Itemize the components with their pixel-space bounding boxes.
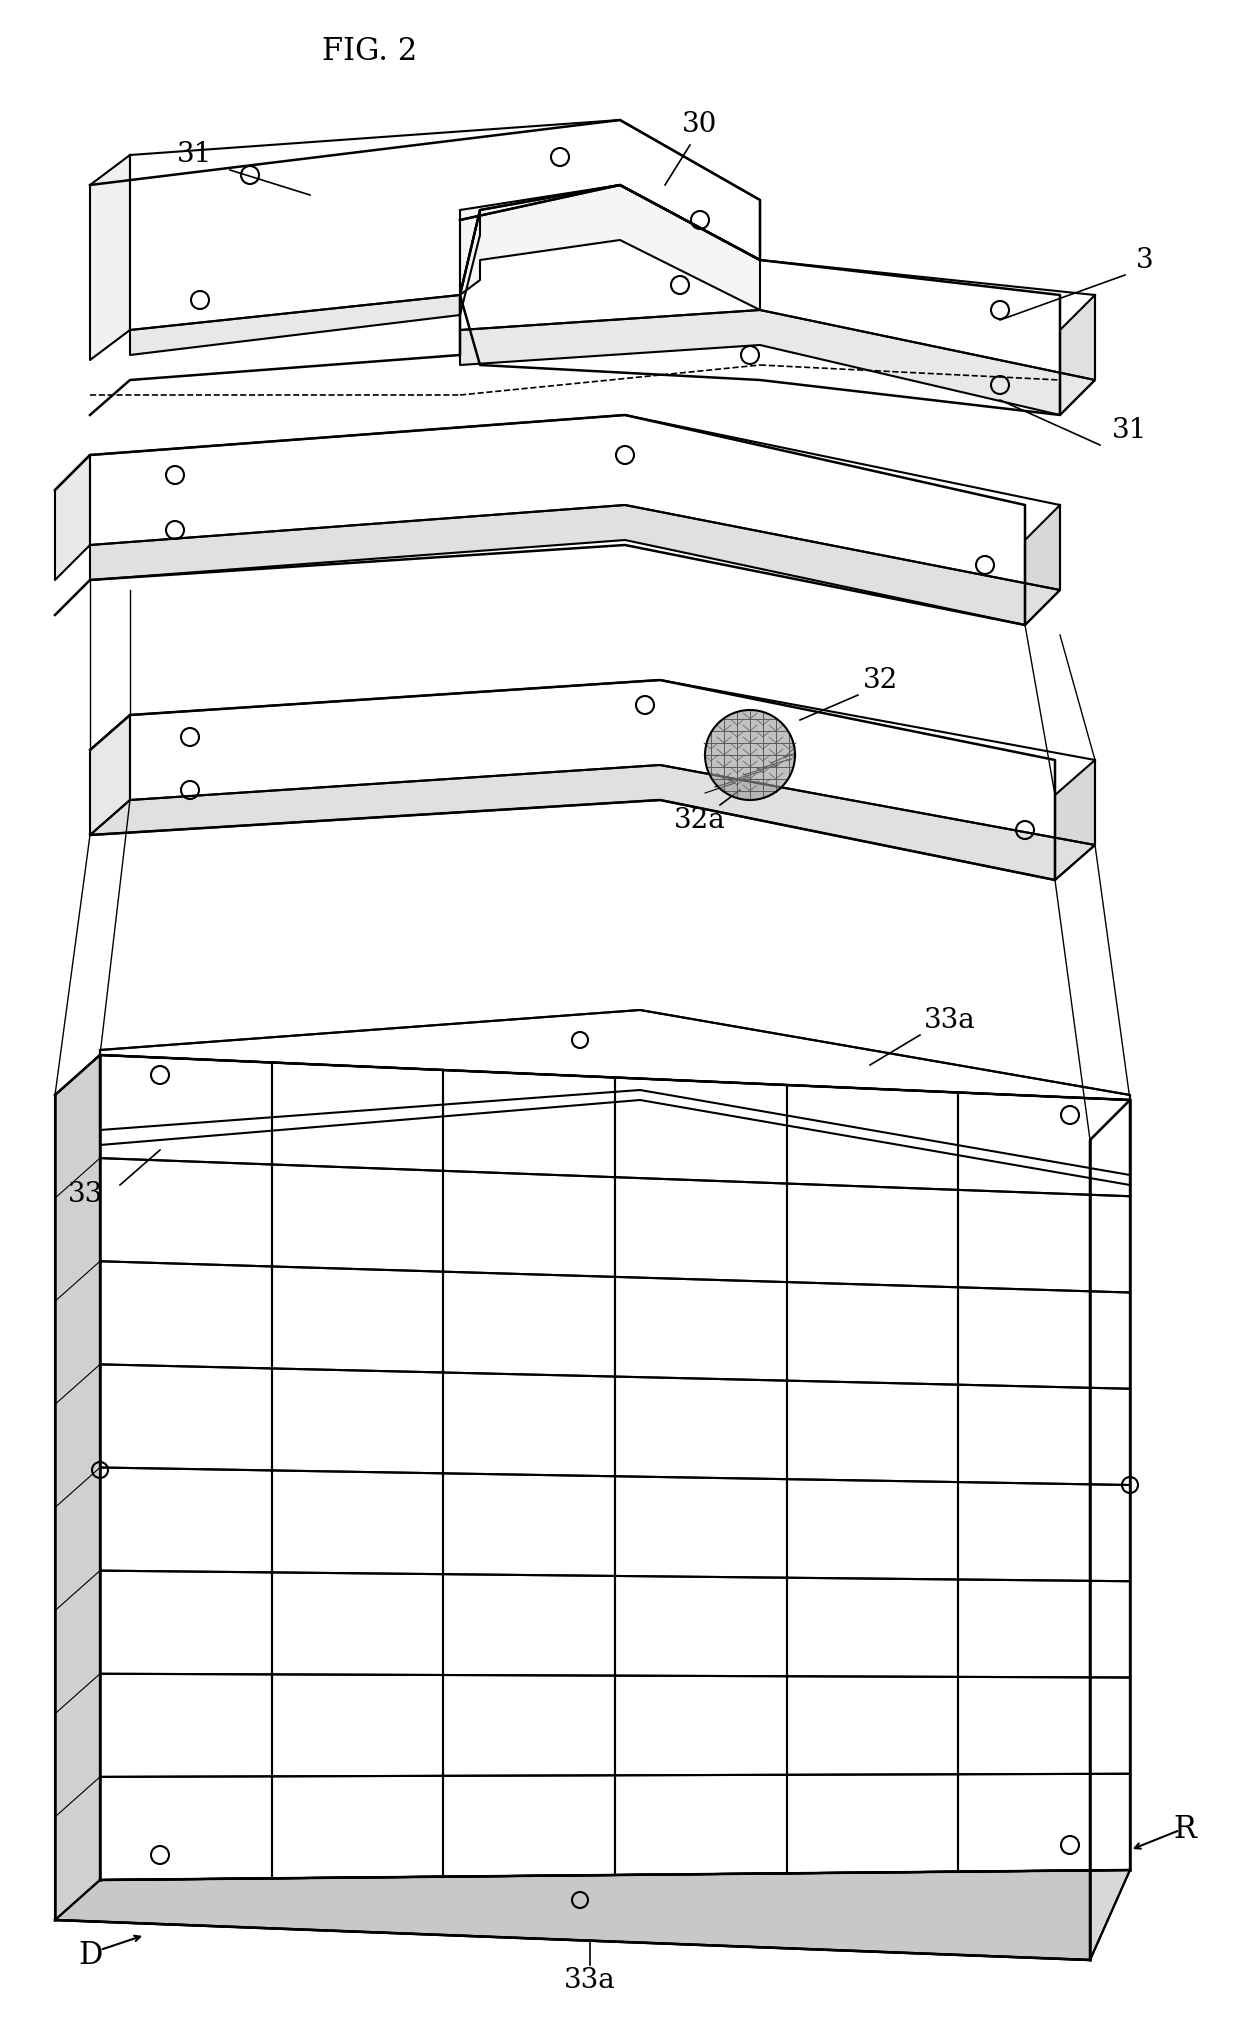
Polygon shape bbox=[55, 455, 91, 580]
Polygon shape bbox=[460, 309, 1095, 414]
Polygon shape bbox=[100, 1055, 1130, 1880]
Text: 31: 31 bbox=[1112, 416, 1148, 443]
Polygon shape bbox=[1060, 295, 1095, 414]
Text: 33a: 33a bbox=[924, 1006, 976, 1033]
Polygon shape bbox=[100, 1010, 1130, 1184]
Polygon shape bbox=[460, 186, 1095, 380]
Polygon shape bbox=[1090, 1099, 1130, 1960]
Polygon shape bbox=[55, 1869, 1130, 1960]
Text: 30: 30 bbox=[682, 111, 718, 139]
Polygon shape bbox=[130, 679, 1095, 845]
Polygon shape bbox=[1055, 760, 1095, 879]
Text: 33a: 33a bbox=[564, 1966, 616, 1993]
Polygon shape bbox=[130, 210, 480, 356]
Polygon shape bbox=[91, 715, 130, 835]
Polygon shape bbox=[100, 1010, 1130, 1174]
Polygon shape bbox=[460, 186, 760, 309]
Text: R: R bbox=[1173, 1815, 1197, 1845]
Text: FIG. 2: FIG. 2 bbox=[322, 36, 418, 67]
Circle shape bbox=[706, 709, 795, 800]
Polygon shape bbox=[130, 119, 760, 329]
Text: D: D bbox=[78, 1940, 102, 1970]
Polygon shape bbox=[55, 1055, 100, 1920]
Text: 32: 32 bbox=[862, 667, 898, 693]
Text: 32a: 32a bbox=[675, 806, 725, 833]
Text: 3: 3 bbox=[1136, 247, 1153, 273]
Polygon shape bbox=[91, 414, 1060, 590]
Polygon shape bbox=[91, 766, 1095, 879]
Polygon shape bbox=[1025, 505, 1060, 624]
Polygon shape bbox=[91, 156, 130, 360]
Polygon shape bbox=[91, 505, 1060, 624]
Text: 31: 31 bbox=[177, 141, 213, 168]
Text: 33: 33 bbox=[67, 1182, 103, 1209]
